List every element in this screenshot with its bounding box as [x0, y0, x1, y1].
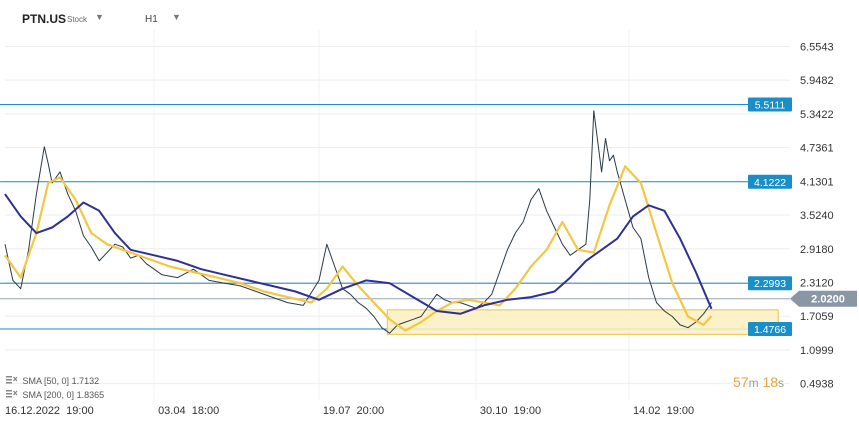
level-badge-label: 1.4766: [754, 324, 786, 336]
chart-grid: [5, 30, 790, 400]
x-tick-label: 16.12.2022 19:00: [5, 405, 94, 417]
chart-series: [4, 110, 713, 334]
y-axis-labels: 6.5543 5.9482 5.3422 4.7361 4.1301 3.5240 2.91…: [800, 41, 834, 390]
level-badge-label: 2.2993: [754, 278, 786, 290]
chart-header: PTN.US Stock ▼ H1 ▼: [0, 0, 859, 34]
y-tick-label: 5.3422: [800, 109, 834, 121]
y-tick-label: 4.7361: [800, 143, 834, 155]
y-tick-label: 0.4938: [800, 379, 834, 391]
support-zone-rect: [386, 309, 779, 335]
current-price-badge: [790, 290, 857, 307]
current-price-label: 2.0200: [811, 294, 845, 306]
x-tick-label: 30.10 19:00: [480, 405, 541, 417]
x-tick-label: 19.07 20:00: [323, 405, 384, 417]
y-tick-label: 6.5543: [800, 41, 834, 53]
countdown-minutes-unit: m: [748, 376, 759, 390]
legend-sma-200-label: SMA [200, 0]: [22, 390, 75, 400]
legend-sma-50[interactable]: SMA [50, 0] 1.7132: [6, 375, 99, 387]
level-badge: [748, 321, 792, 336]
level-badges: 5.5111 4.1222 2.2993 1.4766 2.0200: [748, 97, 857, 336]
level-badge: [748, 174, 792, 189]
y-tick-label: 5.9482: [800, 75, 834, 87]
y-tick-label: 3.5240: [800, 210, 834, 222]
level-badge-label: 4.1222: [754, 177, 786, 189]
x-tick-label: 03.04 18:00: [158, 405, 219, 417]
x-tick-label: 14.02 19:00: [633, 405, 694, 417]
symbol-dropdown-icon[interactable]: ▼: [95, 12, 104, 22]
countdown-seconds: 18: [762, 374, 779, 390]
legend-sma-50-label: SMA [50, 0]: [22, 376, 70, 386]
legend-sma-200-value: 1.8365: [76, 390, 105, 400]
sma-200-line: [4, 193, 713, 315]
y-tick-label: 2.9180: [800, 244, 834, 256]
y-tick-label: 2.3120: [800, 277, 834, 289]
x-axis-labels: 16.12.2022 19:00 03.04 18:00 19.07 20:00 30…: [5, 405, 694, 417]
legend-sma-200[interactable]: SMA [200, 0] 1.8365: [6, 389, 104, 401]
y-tick-label: 1.7059: [800, 311, 834, 323]
countdown-minutes: 57: [733, 374, 749, 390]
timeframe-label[interactable]: H1: [145, 14, 158, 25]
instrument-type: Stock: [67, 15, 88, 24]
y-tick-label: 1.0999: [800, 345, 834, 357]
price-series-line: [4, 110, 712, 334]
candle-countdown: 57m 18s: [733, 374, 784, 390]
legend-sma-50-value: 1.7132: [71, 376, 100, 386]
support-zone: [386, 309, 779, 335]
level-badge-label: 5.5111: [755, 99, 786, 111]
symbol-name[interactable]: PTN.US: [22, 12, 67, 26]
indicator-settings-icon[interactable]: [6, 375, 18, 385]
indicator-settings-icon[interactable]: [6, 389, 18, 399]
level-badge: [748, 276, 792, 291]
countdown-seconds-unit: s: [778, 376, 785, 390]
timeframe-dropdown-icon[interactable]: ▼: [172, 12, 181, 22]
level-badge: [748, 97, 792, 112]
horizontal-levels: [0, 103, 790, 330]
y-tick-label: 4.1301: [800, 176, 834, 188]
